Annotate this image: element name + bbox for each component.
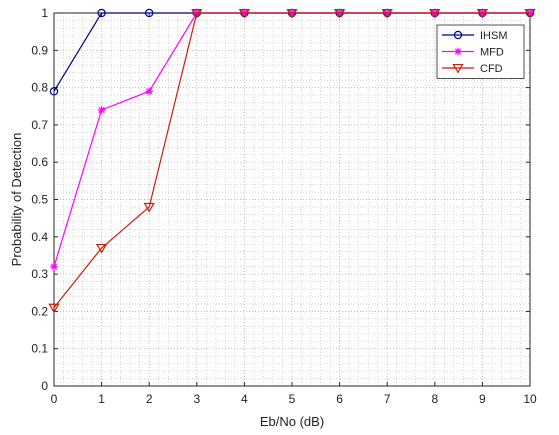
legend-marker-ihsm [453,30,463,40]
asterisk-stroke [454,48,462,55]
legend-item-ihsm: IHSM [442,30,508,42]
y-tick-label: 0.9 [31,43,48,57]
x-axis-title: Eb/No (dB) [260,414,324,429]
y-tick-label: 0.3 [31,267,48,281]
data-point-mfd [97,106,106,114]
legend-label-ihsm: IHSM [480,30,508,42]
legend-marker-cfd [452,63,464,74]
x-tick-label: 6 [336,392,343,406]
legend-item-mfd: MFD [442,47,504,59]
data-point-cfd [143,202,155,213]
data-point-cfd [381,8,393,19]
y-axis-tick-labels: 0 0.1 0.2 0.3 0.4 0.5 0.6 0.7 0.8 0.9 1 [31,6,48,393]
y-tick-label: 0.5 [31,193,48,207]
data-point-ihsm [97,8,106,18]
asterisk-stroke [146,88,153,95]
data-point-cfd [238,8,251,19]
x-tick-label: 0 [51,392,58,406]
data-point-cfd [476,8,489,19]
x-tick-label: 8 [431,392,438,406]
y-tick-label: 0.6 [31,155,48,169]
legend-label-mfd: MFD [480,47,504,59]
y-axis-title: Probability of Detection [9,133,24,267]
asterisk-stroke [98,106,105,114]
legend-marker-mfd [454,47,462,56]
x-tick-label: 3 [193,392,200,406]
asterisk-stroke [50,263,58,270]
y-tick-label: 0.4 [31,230,48,244]
x-tick-label: 9 [479,392,486,406]
data-point-cfd [429,8,441,19]
data-point-mfd [50,262,58,271]
y-tick-label: 0.8 [31,81,48,95]
legend: IHSM MFD CFD [436,24,525,79]
x-tick-label: 5 [289,392,296,406]
series-layer [48,8,536,314]
data-point-ihsm [49,87,59,96]
data-point-cfd [48,303,60,314]
legend-item-cfd: CFD [442,63,503,75]
data-point-cfd [191,8,203,19]
series-line-cfd [53,12,530,309]
y-tick-label: 0.7 [31,118,48,132]
data-point-cfd [286,8,298,19]
series-cfd [48,8,536,314]
x-tick-label: 1 [98,392,105,406]
x-axis-tick-labels: 0 1 2 3 4 5 6 7 8 9 10 [51,392,537,406]
y-tick-label: 0.1 [31,342,48,356]
data-point-mfd [145,87,153,96]
x-tick-label: 7 [384,392,391,406]
x-tick-label: 4 [241,392,248,406]
x-tick-label: 10 [523,392,537,406]
legend-label-cfd: CFD [480,63,503,75]
data-point-ihsm [144,8,154,18]
y-tick-label: 0 [41,379,48,393]
data-point-cfd [95,243,108,254]
data-point-cfd [333,8,346,19]
data-point-cfd [524,8,536,19]
x-tick-label: 2 [146,392,153,406]
y-tick-label: 0.2 [31,304,48,318]
y-tick-label: 1 [41,6,48,20]
